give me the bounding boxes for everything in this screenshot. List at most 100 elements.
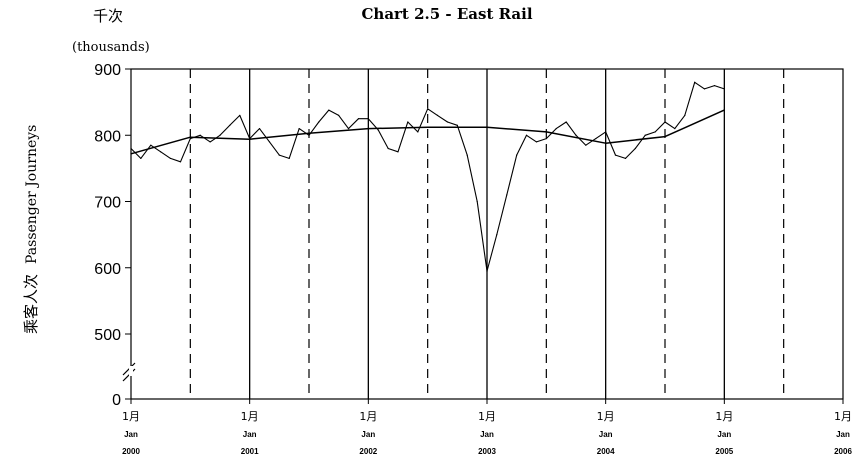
data-point	[338, 114, 340, 116]
data-point	[209, 141, 211, 143]
data-point	[150, 144, 152, 146]
data-point	[555, 128, 557, 130]
data-point	[436, 114, 439, 116]
data-point	[486, 270, 488, 272]
data-point	[268, 141, 271, 143]
data-point	[318, 121, 320, 123]
data-point	[298, 128, 300, 130]
x-tick-month: 1月	[478, 410, 496, 423]
data-point	[169, 157, 172, 160]
trend-point	[545, 131, 547, 133]
data-point	[417, 131, 419, 133]
data-point	[189, 137, 191, 140]
data-point	[545, 137, 547, 140]
trend-point	[189, 136, 191, 138]
y-tick-label: 500	[94, 327, 121, 344]
data-point	[397, 151, 399, 153]
data-point	[664, 121, 666, 123]
data-point	[219, 134, 221, 136]
y-tick-label: 900	[94, 62, 121, 79]
data-point	[278, 154, 280, 156]
plot-area: 0 500 600 700 800 900 1月 Jan 2000 1月 Jan 2001 1月 Jan 2…	[94, 62, 852, 456]
x-tick-jan: Jan	[243, 430, 257, 439]
data-point	[357, 118, 360, 120]
data-point	[614, 154, 617, 156]
data-point	[654, 131, 656, 133]
data-point	[674, 128, 676, 130]
trend-point	[130, 153, 132, 155]
data-point	[130, 147, 132, 150]
data-point	[595, 137, 597, 140]
trend-point	[664, 135, 666, 138]
y-tick-label: 800	[94, 128, 121, 145]
data-point	[308, 134, 310, 136]
data-point	[684, 114, 686, 116]
data-point	[456, 124, 458, 126]
data-point	[694, 81, 696, 83]
data-point	[634, 147, 636, 150]
data-point	[516, 154, 518, 156]
data-point	[703, 88, 706, 90]
unit-label-en: (thousands)	[72, 40, 150, 55]
trend-point	[367, 128, 369, 130]
y-axis-label-cn: 乘客人次	[22, 274, 40, 334]
x-tick-month: 1月	[359, 410, 377, 423]
x-tick-month: 1月	[597, 410, 615, 423]
data-point	[199, 134, 201, 136]
y-tick-label: 0	[112, 392, 121, 409]
x-tick-jan: Jan	[361, 430, 375, 439]
x-tick-month: 1月	[834, 410, 852, 423]
x-tick-month: 1月	[241, 410, 259, 423]
x-tick-jan: Jan	[480, 430, 494, 439]
data-point	[713, 84, 716, 87]
trend-point	[723, 109, 725, 111]
data-point	[179, 161, 182, 163]
trend-point	[308, 132, 310, 134]
y-tick-label: 700	[94, 195, 121, 212]
data-point	[229, 124, 231, 126]
y-axis-label-en: Passenger Journeys	[24, 125, 40, 264]
data-point	[347, 128, 350, 130]
trend-point	[605, 142, 607, 144]
data-point	[258, 128, 261, 130]
y-tick-label: 600	[94, 261, 121, 278]
data-point	[525, 134, 528, 136]
unit-label-cn: 千次	[93, 7, 123, 25]
trend-point	[249, 138, 251, 140]
data-point	[644, 134, 646, 136]
x-tick-year: 2004	[597, 447, 615, 456]
data-point	[575, 134, 577, 136]
data-point	[328, 109, 330, 111]
x-tick-month: 1月	[122, 410, 140, 423]
data-point	[506, 194, 508, 196]
data-point	[605, 131, 607, 133]
data-point	[585, 144, 587, 146]
data-point	[407, 121, 409, 123]
x-tick-year: 2006	[834, 447, 852, 456]
data-point	[496, 234, 498, 236]
data-point	[446, 121, 449, 123]
trend-point	[486, 126, 488, 128]
data-point	[377, 129, 379, 131]
x-tick-month: 1月	[715, 410, 733, 423]
data-point	[535, 141, 538, 143]
trend-point	[427, 126, 429, 128]
x-tick-jan: Jan	[599, 430, 613, 439]
data-point	[288, 157, 290, 160]
data-point	[476, 200, 478, 203]
data-point	[624, 157, 627, 160]
data-point	[387, 147, 389, 150]
data-point	[466, 154, 468, 156]
data-point	[723, 88, 725, 90]
x-tick-year: 2001	[241, 447, 259, 456]
data-point	[160, 151, 162, 153]
y-axis-label: 乘客人次 Passenger Journeys	[22, 125, 40, 334]
data-point	[239, 114, 241, 116]
x-tick-jan: Jan	[124, 430, 138, 439]
x-tick-year: 2005	[715, 447, 733, 456]
x-tick-year: 2002	[359, 447, 377, 456]
chart-title: Chart 2.5 - East Rail	[361, 5, 532, 23]
axis-break-gap	[129, 366, 133, 376]
data-point	[367, 118, 369, 120]
